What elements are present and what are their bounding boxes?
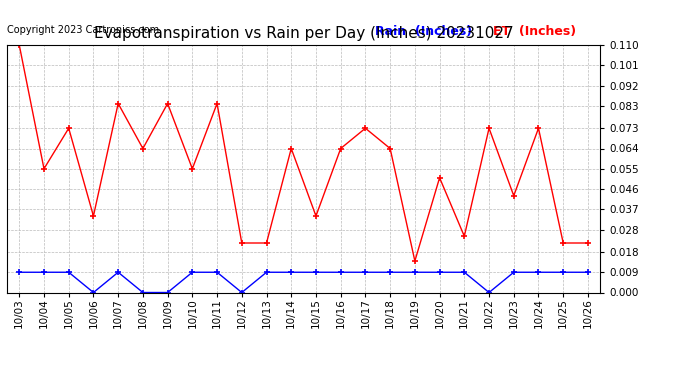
ET  (Inches): [312, 214, 320, 218]
Rain  (Inches): [510, 270, 518, 274]
Line: ET  (Inches): ET (Inches): [16, 42, 591, 264]
Rain  (Inches): [65, 270, 73, 274]
Rain  (Inches): [188, 270, 197, 274]
Rain  (Inches): [262, 270, 270, 274]
Rain  (Inches): [411, 270, 419, 274]
Rain  (Inches): [435, 270, 444, 274]
ET  (Inches): [534, 126, 542, 130]
Rain  (Inches): [485, 290, 493, 295]
Text: Rain  (Inches): Rain (Inches): [375, 25, 472, 38]
ET  (Inches): [386, 146, 394, 151]
ET  (Inches): [213, 101, 221, 106]
ET  (Inches): [337, 146, 345, 151]
ET  (Inches): [435, 176, 444, 180]
Text: ET  (Inches): ET (Inches): [493, 25, 577, 38]
ET  (Inches): [287, 146, 295, 151]
ET  (Inches): [65, 126, 73, 130]
ET  (Inches): [584, 241, 592, 245]
ET  (Inches): [510, 194, 518, 198]
Rain  (Inches): [114, 270, 122, 274]
Rain  (Inches): [337, 270, 345, 274]
Rain  (Inches): [40, 270, 48, 274]
ET  (Inches): [15, 43, 23, 47]
Rain  (Inches): [287, 270, 295, 274]
ET  (Inches): [559, 241, 567, 245]
Rain  (Inches): [213, 270, 221, 274]
ET  (Inches): [485, 126, 493, 130]
ET  (Inches): [411, 259, 419, 263]
Rain  (Inches): [584, 270, 592, 274]
Rain  (Inches): [312, 270, 320, 274]
Rain  (Inches): [559, 270, 567, 274]
Text: Copyright 2023 Cartronics.com: Copyright 2023 Cartronics.com: [7, 25, 159, 35]
ET  (Inches): [89, 214, 97, 218]
ET  (Inches): [164, 101, 172, 106]
Rain  (Inches): [534, 270, 542, 274]
Rain  (Inches): [460, 270, 469, 274]
Rain  (Inches): [362, 270, 370, 274]
ET  (Inches): [114, 101, 122, 106]
Rain  (Inches): [164, 290, 172, 295]
ET  (Inches): [262, 241, 270, 245]
Rain  (Inches): [139, 290, 147, 295]
Text: Evapotranspiration vs Rain per Day (Inches) 20231027: Evapotranspiration vs Rain per Day (Inch…: [94, 26, 513, 41]
ET  (Inches): [188, 166, 197, 171]
ET  (Inches): [362, 126, 370, 130]
Line: Rain  (Inches): Rain (Inches): [16, 269, 591, 296]
ET  (Inches): [40, 166, 48, 171]
Rain  (Inches): [237, 290, 246, 295]
ET  (Inches): [237, 241, 246, 245]
ET  (Inches): [139, 146, 147, 151]
ET  (Inches): [460, 234, 469, 238]
Rain  (Inches): [15, 270, 23, 274]
Rain  (Inches): [386, 270, 394, 274]
Rain  (Inches): [89, 290, 97, 295]
